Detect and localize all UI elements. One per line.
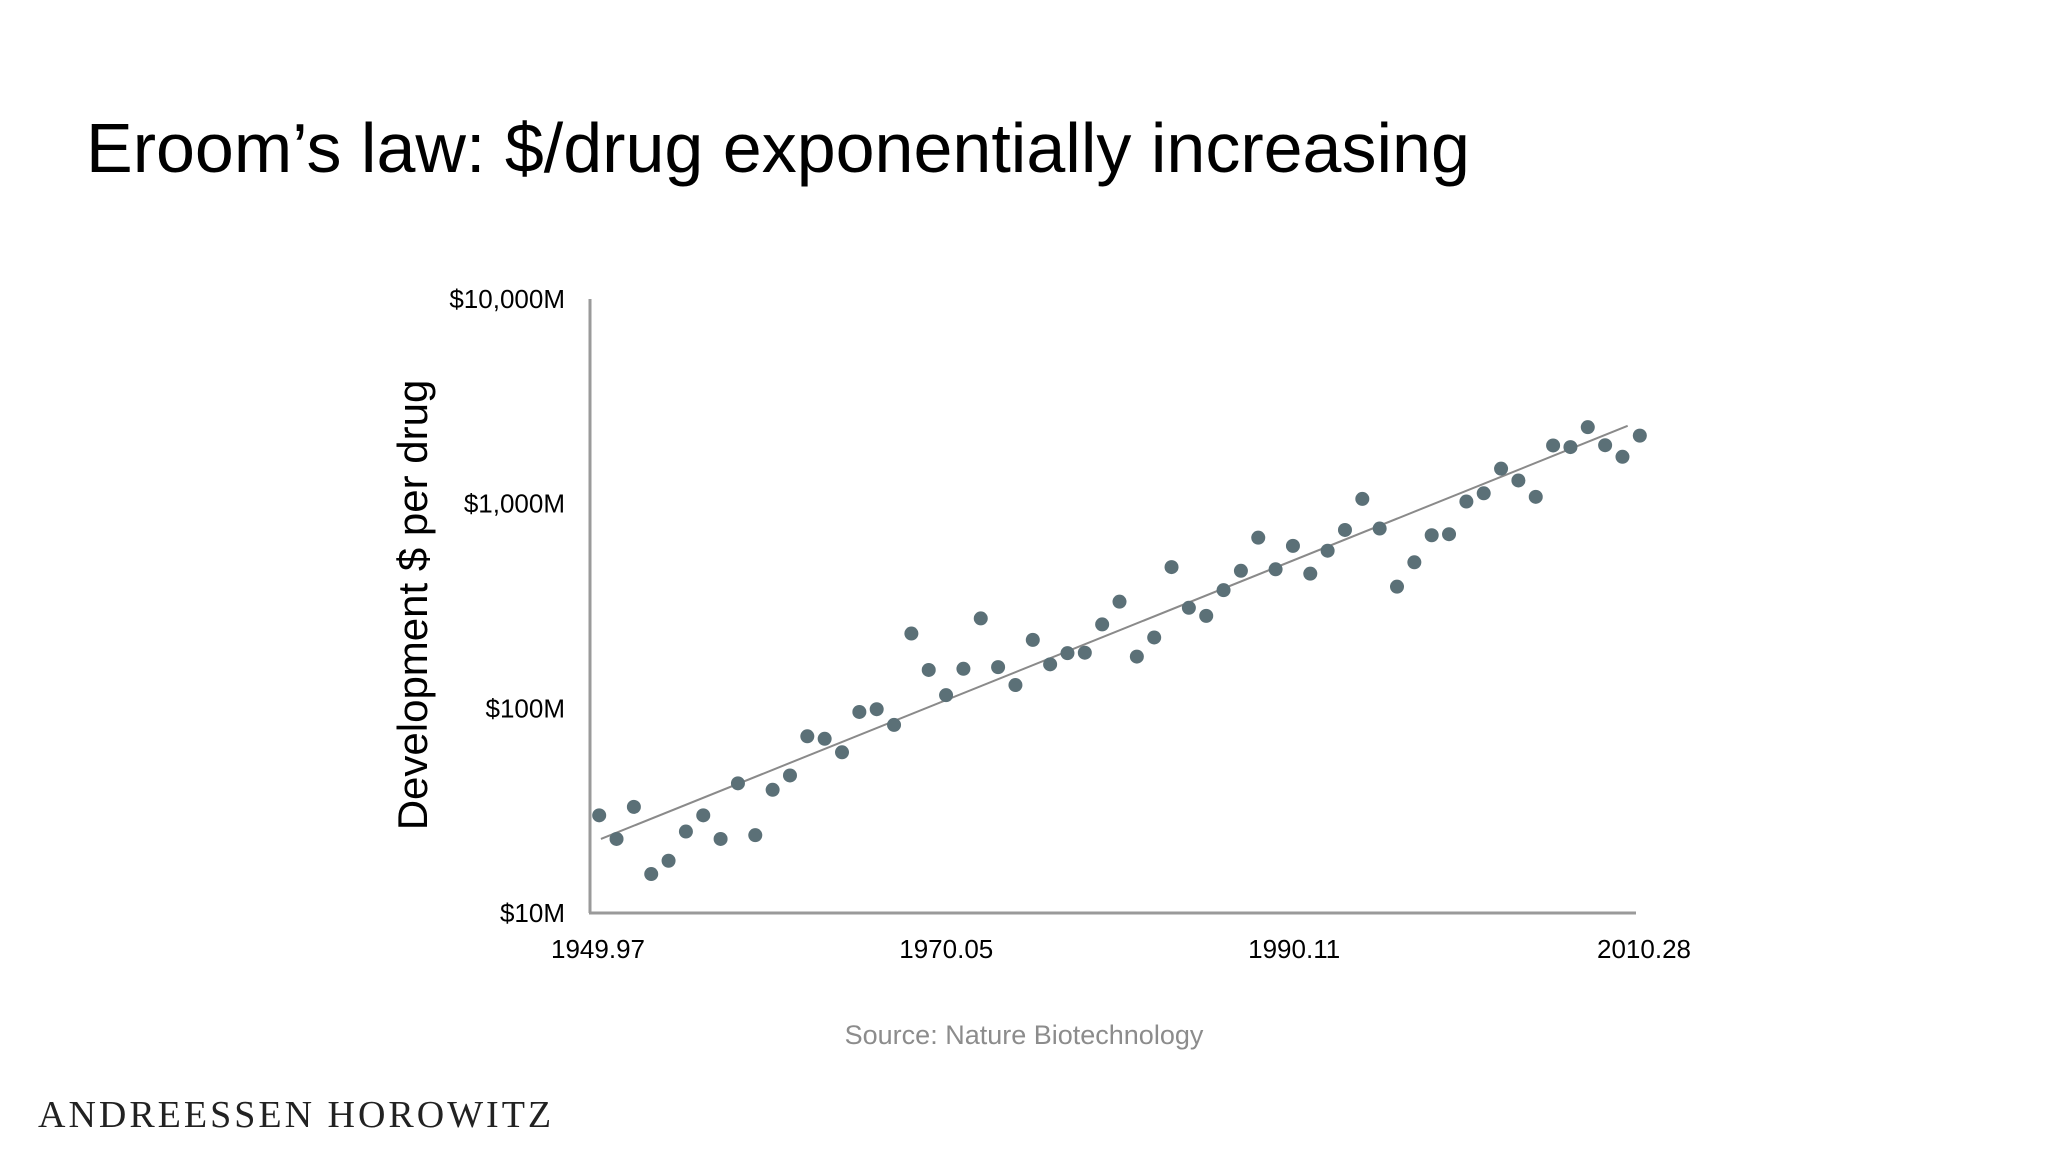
x-tick-label: 1990.11 — [1248, 934, 1340, 964]
data-point — [1251, 530, 1266, 545]
data-point — [696, 808, 711, 823]
data-point — [1147, 630, 1162, 645]
data-point — [1181, 600, 1196, 615]
y-tick-label: $10,000M — [449, 284, 565, 314]
data-point — [1476, 486, 1491, 501]
data-point — [904, 626, 919, 641]
data-point — [869, 702, 884, 717]
data-point — [1285, 538, 1300, 553]
data-point — [661, 853, 676, 868]
data-point — [1199, 608, 1214, 623]
data-point — [1563, 440, 1578, 455]
data-points — [592, 420, 1647, 882]
data-point — [1060, 646, 1075, 661]
data-point — [1598, 438, 1613, 453]
y-tick-label: $1,000M — [464, 489, 565, 519]
data-point — [1164, 560, 1179, 575]
data-point — [1320, 543, 1335, 558]
data-point — [1095, 617, 1110, 632]
data-point — [644, 867, 659, 882]
data-point — [1112, 594, 1127, 609]
data-point — [730, 776, 745, 791]
data-point — [1043, 657, 1058, 672]
data-point — [1233, 563, 1248, 578]
data-point — [835, 745, 850, 760]
source-note: Source: Nature Biotechnology — [844, 1020, 1204, 1050]
data-point — [1355, 491, 1370, 506]
data-point — [678, 824, 693, 839]
x-tick-label: 2010.28 — [1597, 934, 1691, 964]
data-point — [765, 782, 780, 797]
data-point — [1303, 566, 1318, 581]
data-point — [626, 799, 641, 814]
data-point — [782, 768, 797, 783]
data-point — [1129, 649, 1144, 664]
data-point — [1615, 449, 1630, 464]
data-point — [1580, 420, 1595, 435]
x-tick-label: 1949.97 — [551, 934, 645, 964]
x-tick-labels: 1949.97 1970.05 1990.11 2010.28 — [551, 934, 1691, 964]
data-point — [592, 808, 607, 823]
data-point — [887, 717, 902, 732]
data-point — [1025, 632, 1040, 647]
y-tick-label: $100M — [486, 693, 566, 723]
brand-logo-text: ANDREESSEN HOROWITZ — [38, 1094, 555, 1136]
data-point — [1216, 583, 1231, 598]
data-point — [1077, 645, 1092, 660]
page-title: Eroom’s law: $/drug exponentially increa… — [86, 109, 1470, 187]
x-tick-label: 1970.05 — [899, 934, 993, 964]
data-point — [973, 611, 988, 626]
data-point — [713, 831, 728, 846]
y-tick-labels: $10M $100M $1,000M $10,000M — [449, 284, 565, 928]
data-point — [1008, 678, 1023, 693]
data-point — [817, 731, 832, 746]
data-point — [609, 831, 624, 846]
data-point — [1372, 521, 1387, 536]
data-point — [1511, 473, 1526, 488]
data-point — [1494, 461, 1509, 476]
y-axis-label: Development $ per drug — [389, 380, 436, 831]
data-point — [939, 688, 954, 703]
data-point — [1442, 527, 1457, 542]
data-point — [1337, 522, 1352, 537]
data-point — [1632, 428, 1647, 443]
data-point — [1459, 494, 1474, 509]
data-point — [921, 662, 936, 677]
data-point — [1407, 555, 1422, 570]
data-point — [956, 661, 971, 676]
data-point — [748, 828, 763, 843]
data-point — [991, 660, 1006, 675]
data-point — [1268, 562, 1283, 577]
data-point — [1546, 438, 1561, 453]
data-point — [800, 729, 815, 744]
data-point — [852, 704, 867, 719]
trend-line — [600, 424, 1629, 840]
y-tick-label: $10M — [500, 898, 565, 928]
data-point — [1390, 579, 1405, 594]
data-point — [1528, 489, 1543, 504]
data-point — [1424, 528, 1439, 543]
